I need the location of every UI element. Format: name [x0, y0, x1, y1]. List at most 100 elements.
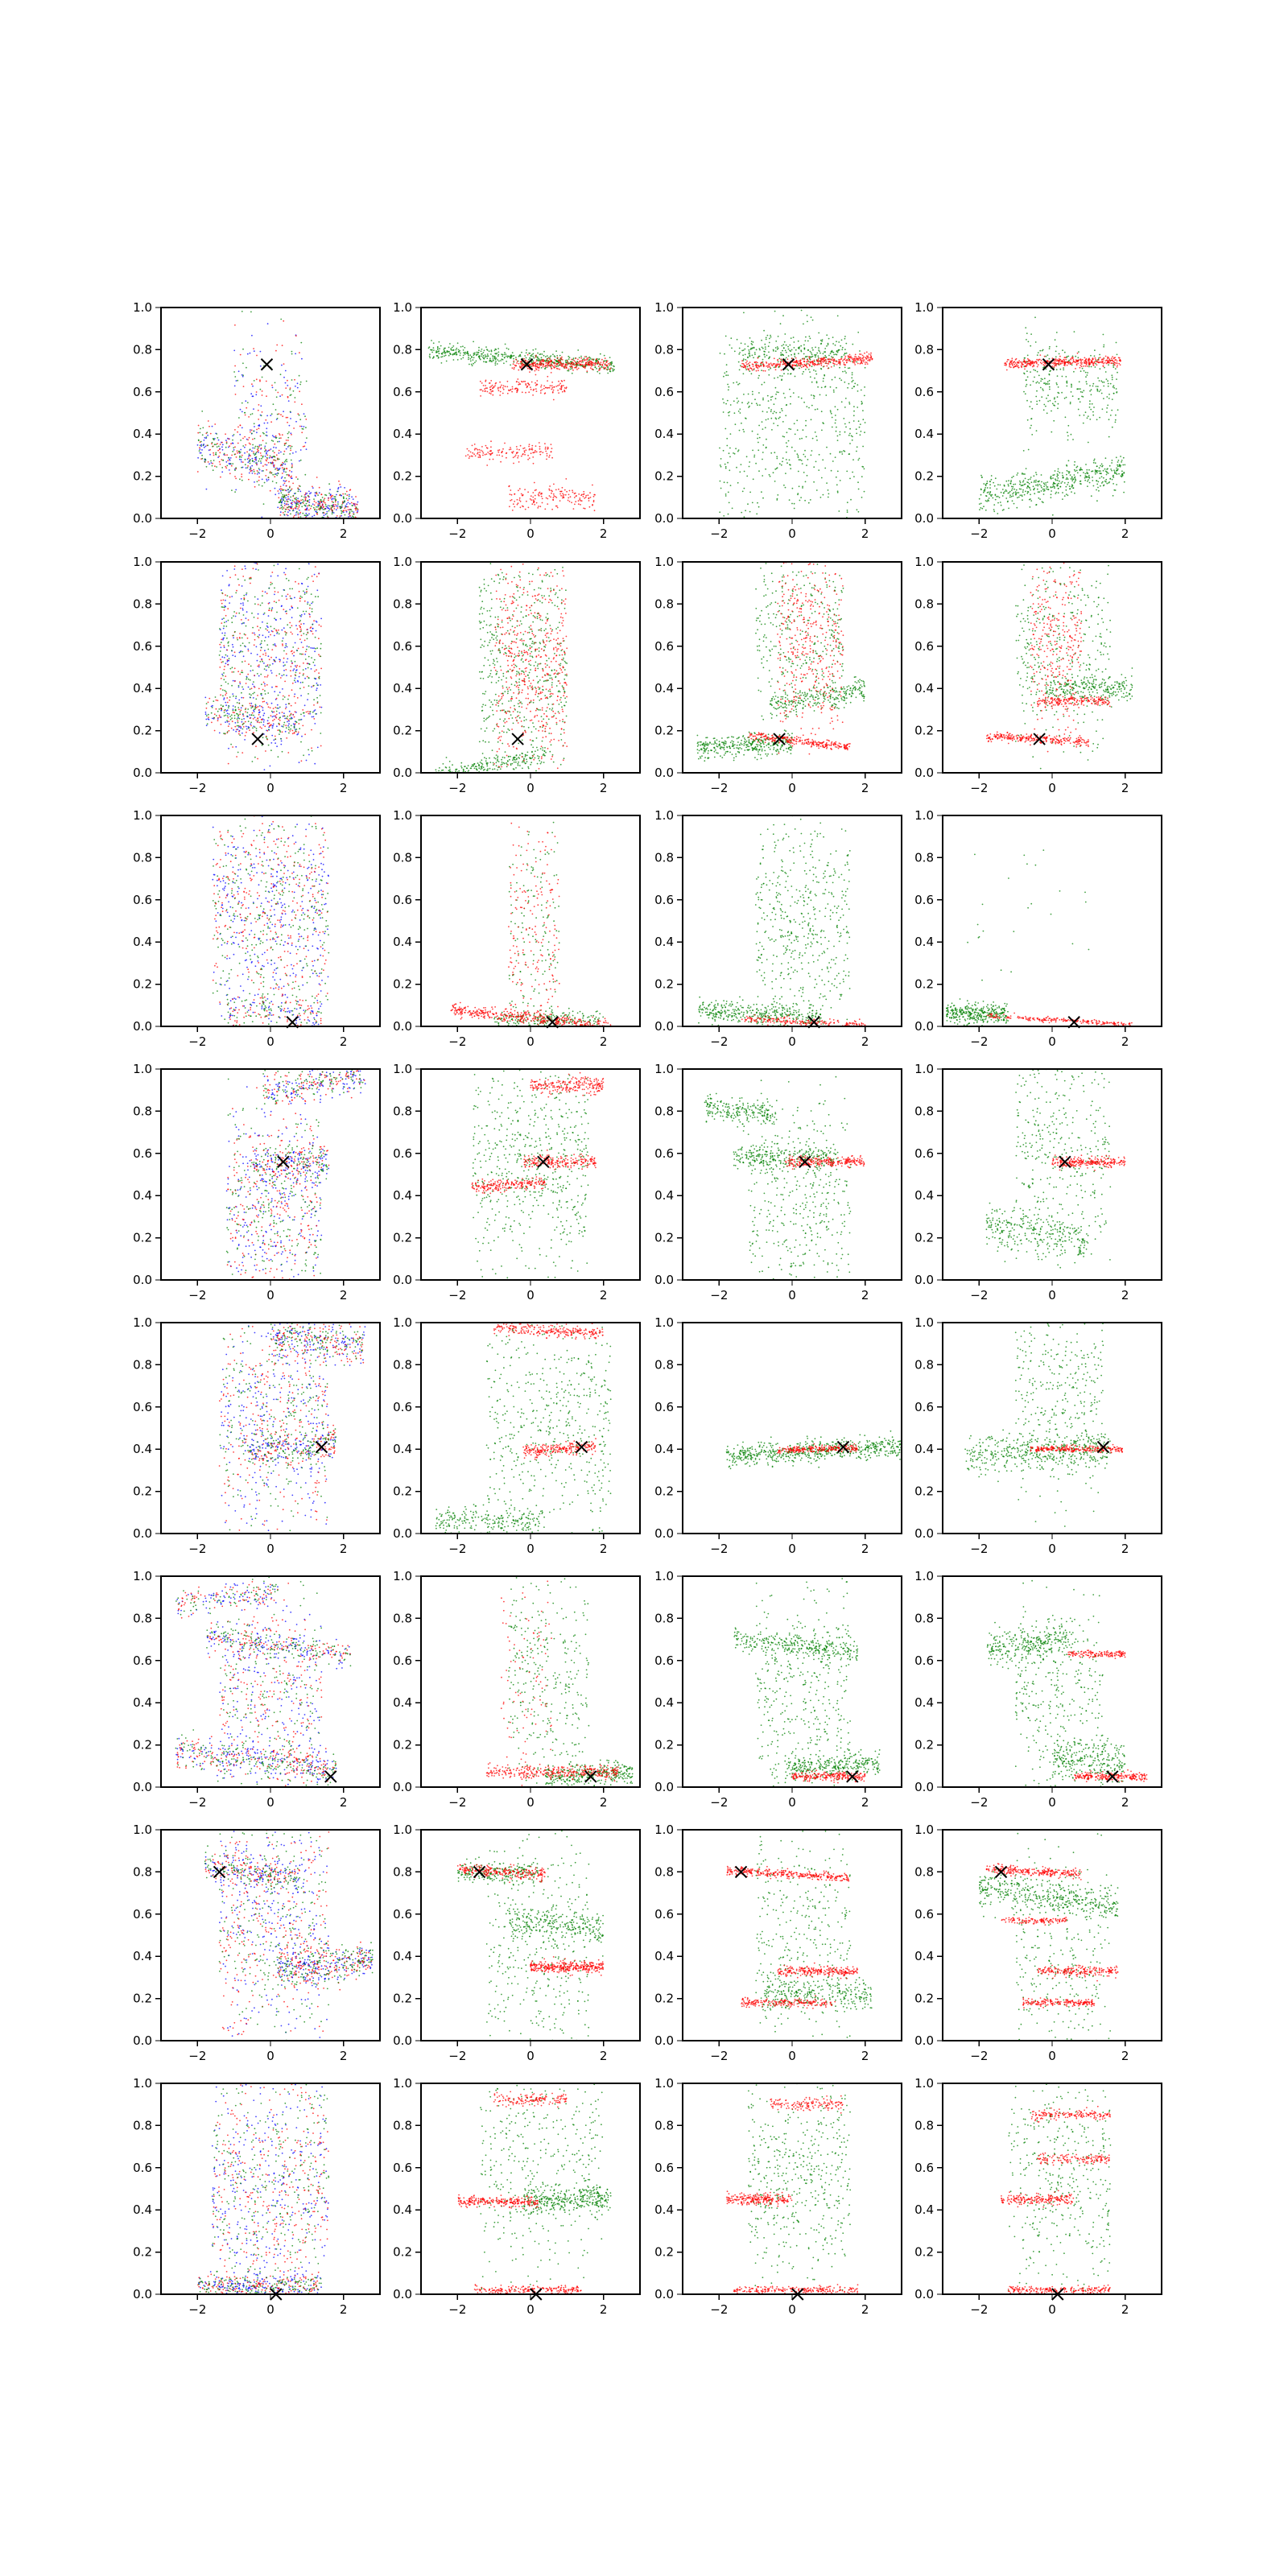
- scatter-point: [318, 501, 320, 502]
- scatter-point: [486, 387, 488, 389]
- scatter-point: [821, 429, 823, 431]
- scatter-point: [338, 480, 340, 482]
- scatter-point: [518, 497, 521, 499]
- scatter-point: [1099, 368, 1101, 370]
- scatter-point: [279, 374, 282, 376]
- scatter-point: [299, 390, 300, 393]
- scatter-point: [1105, 473, 1108, 476]
- scatter-point: [1030, 493, 1031, 496]
- scatter-point: [1007, 492, 1009, 494]
- scatter-point: [1106, 407, 1108, 409]
- scatter-point: [794, 367, 795, 369]
- scatter-point: [1096, 480, 1097, 481]
- scatter-point: [861, 497, 863, 498]
- scatter-point: [852, 379, 854, 382]
- scatter-point: [852, 471, 853, 473]
- scatter-point: [1077, 357, 1080, 359]
- scatter-point: [1054, 339, 1056, 341]
- scatter-point: [848, 402, 851, 405]
- scatter-point: [1053, 398, 1055, 400]
- scatter-point: [279, 500, 282, 502]
- scatter-point: [778, 417, 780, 419]
- scatter-point: [1120, 456, 1121, 457]
- scatter-point: [1037, 364, 1039, 366]
- scatter-point: [1111, 426, 1113, 428]
- scatter-point: [760, 362, 762, 364]
- scatter-point: [204, 445, 207, 448]
- scatter-point: [1069, 363, 1071, 365]
- scatter-point: [335, 509, 337, 511]
- scatter-point: [1084, 362, 1085, 364]
- scatter-point: [1092, 477, 1093, 478]
- scatter-point: [490, 386, 493, 387]
- scatter-point: [299, 381, 302, 383]
- scatter-point: [1033, 489, 1034, 491]
- scatter-point: [861, 400, 863, 402]
- scatter-point: [1107, 404, 1109, 407]
- scatter-point: [274, 382, 276, 384]
- scatter-point: [765, 468, 766, 470]
- scatter-point: [490, 350, 493, 353]
- scatter-point: [518, 362, 520, 365]
- scatter-point: [1010, 489, 1013, 491]
- scatter-point: [779, 364, 781, 366]
- scatter-point: [811, 381, 813, 383]
- scatter-point: [1056, 396, 1059, 398]
- scatter-point: [559, 357, 562, 360]
- scatter-point: [494, 385, 496, 386]
- scatter-point: [592, 499, 595, 502]
- scatter-point: [609, 357, 611, 358]
- scatter-point: [246, 366, 247, 369]
- scatter-point: [524, 489, 526, 490]
- scatter-point: [233, 568, 236, 570]
- scatter-point: [241, 460, 242, 463]
- scatter-point: [469, 360, 472, 362]
- scatter-point: [295, 451, 297, 453]
- scatter-point: [252, 385, 254, 387]
- scatter-point: [251, 413, 254, 415]
- scatter-point: [1042, 364, 1045, 365]
- y-tick-label: 1.0: [393, 300, 412, 315]
- scatter-point: [1007, 500, 1009, 502]
- scatter-point: [254, 481, 255, 483]
- scatter-point: [1090, 394, 1092, 396]
- scatter-point: [269, 472, 271, 474]
- scatter-point: [1005, 489, 1007, 491]
- scatter-point: [815, 356, 816, 358]
- scatter-point: [773, 403, 775, 406]
- scatter-point: [806, 358, 808, 361]
- scatter-point: [819, 339, 822, 341]
- scatter-point: [1058, 482, 1059, 485]
- scatter-point: [474, 455, 477, 457]
- scatter-point: [286, 498, 288, 501]
- scatter-point: [781, 375, 783, 377]
- scatter-point: [861, 465, 864, 468]
- scatter-point: [799, 499, 801, 502]
- scatter-point: [1104, 361, 1106, 364]
- scatter-point: [766, 334, 769, 336]
- scatter-point: [462, 349, 464, 351]
- scatter-point: [328, 497, 330, 499]
- scatter-point: [781, 360, 783, 362]
- scatter-point: [785, 459, 787, 460]
- scatter-point: [473, 444, 476, 445]
- scatter-point: [818, 332, 820, 334]
- scatter-point: [779, 411, 781, 414]
- scatter-point: [1108, 398, 1110, 399]
- scatter-point: [862, 357, 864, 359]
- scatter-point: [1028, 364, 1030, 365]
- scatter-point: [761, 346, 763, 349]
- scatter-point: [827, 342, 829, 345]
- scatter-point: [807, 349, 809, 352]
- scatter-point: [777, 377, 779, 378]
- scatter-point: [1088, 477, 1091, 479]
- scatter-point: [847, 367, 849, 369]
- scatter-point: [480, 395, 481, 397]
- scatter-point: [1035, 361, 1037, 362]
- scatter-point: [835, 476, 837, 478]
- scatter-point: [814, 431, 816, 433]
- scatter-point: [279, 507, 281, 510]
- scatter-point: [844, 381, 846, 383]
- scatter-point: [1108, 481, 1111, 483]
- scatter-point: [1096, 472, 1098, 474]
